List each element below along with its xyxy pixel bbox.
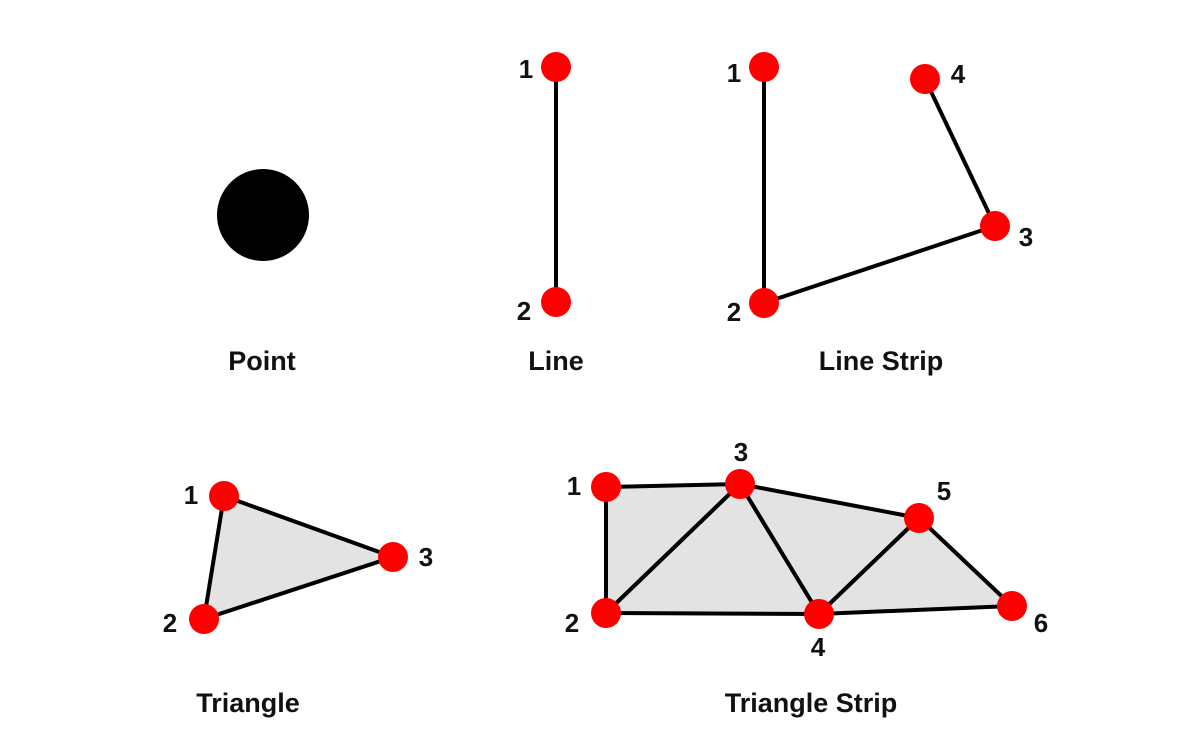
triangle-vertex-1 (209, 481, 239, 511)
triangle-face (202, 494, 395, 621)
triangle-primitive: 1 2 3 Triangle (163, 480, 433, 718)
line-strip-vertex-label-1: 1 (727, 58, 741, 88)
triangle-strip-face-4 (817, 516, 1014, 616)
line-caption: Line (528, 346, 584, 376)
line-primitive: 1 2 Line (517, 52, 584, 376)
line-strip-primitive: 1 2 3 4 Line Strip (727, 52, 1033, 376)
line-strip-vertex-label-3: 3 (1019, 222, 1033, 252)
triangle-strip-vertex-label-4: 4 (811, 632, 826, 662)
triangle-vertex-2 (189, 604, 219, 634)
triangle-strip-vertex-label-3: 3 (734, 437, 748, 467)
line-strip-vertex-label-2: 2 (727, 297, 741, 327)
line-strip-edges (762, 65, 998, 306)
line-strip-vertex-2 (749, 288, 779, 318)
triangle-strip-vertex-1 (591, 472, 621, 502)
triangle-vertex-label-2: 2 (163, 608, 177, 638)
triangle-strip-vertex-5 (904, 503, 934, 533)
triangle-strip-vertex-2 (591, 598, 621, 628)
triangle-strip-vertex-4 (804, 599, 834, 629)
triangle-strip-caption: Triangle Strip (725, 688, 898, 718)
line-strip-vertex-1 (749, 52, 779, 82)
triangle-strip-vertex-3 (725, 469, 755, 499)
line-vertex-2 (541, 287, 571, 317)
triangle-strip-vertex-label-1: 1 (567, 471, 581, 501)
line-strip-vertex-4 (910, 64, 940, 94)
triangle-strip-vertex-label-2: 2 (565, 608, 579, 638)
line-vertex-label-1: 1 (519, 54, 533, 84)
triangle-vertex-label-3: 3 (419, 542, 433, 572)
line-strip-caption: Line Strip (819, 346, 944, 376)
point-caption: Point (228, 346, 296, 376)
line-vertex-1 (541, 52, 571, 82)
line-vertex-label-2: 2 (517, 296, 531, 326)
triangle-vertex-label-1: 1 (184, 480, 198, 510)
triangle-strip-primitive: 1 2 3 4 5 6 Triangle Strip (565, 437, 1048, 718)
line-strip-vertex-label-4: 4 (951, 59, 966, 89)
triangle-vertex-3 (378, 542, 408, 572)
point-dot (217, 169, 309, 261)
point-primitive: Point (217, 169, 309, 376)
line-strip-vertex-3 (980, 211, 1010, 241)
triangle-caption: Triangle (196, 688, 300, 718)
triangle-strip-vertex-label-5: 5 (937, 476, 951, 506)
triangle-strip-vertex-6 (997, 591, 1027, 621)
triangle-strip-vertex-label-6: 6 (1034, 608, 1048, 638)
